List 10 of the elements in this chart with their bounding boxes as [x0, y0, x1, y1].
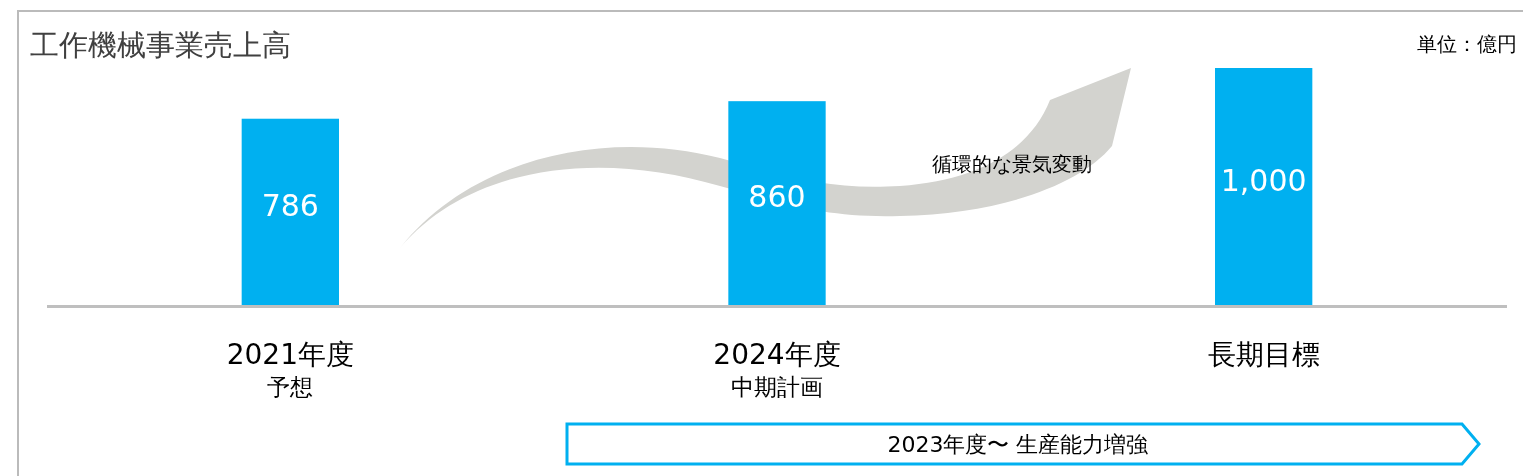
text: 単位：億円	[1417, 32, 1517, 56]
text: 2023年度〜 生産能力増強	[887, 432, 1149, 457]
x-tick-label: 2021年度予想	[225, 338, 355, 402]
data-label: 786	[261, 187, 319, 223]
data-label: 860	[748, 179, 806, 215]
annotation: 循環的な景気変動	[932, 152, 1092, 176]
chart-title: 工作機械事業売上高	[30, 28, 291, 62]
x-tick-label: 2024年度中期計画	[712, 338, 842, 402]
data-label: 1,000	[1220, 162, 1307, 198]
x-tick-label: 長期目標	[1206, 338, 1321, 371]
